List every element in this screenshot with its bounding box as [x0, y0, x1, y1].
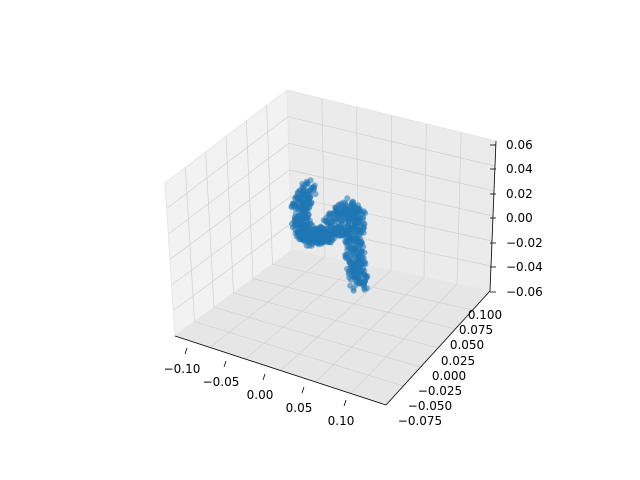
- z-tick-label: 0.04: [506, 162, 533, 176]
- scatter-point: [353, 248, 360, 255]
- scatter-point: [355, 219, 362, 226]
- scatter-point: [342, 200, 349, 207]
- x-tick-label: 0.00: [247, 388, 274, 402]
- scatter-point: [309, 222, 316, 229]
- x-tick-mark: [184, 347, 188, 355]
- y-tick-label: 0.025: [441, 354, 475, 368]
- scatter-point: [361, 281, 367, 287]
- scatter-point: [353, 206, 360, 212]
- z-tick-label: 0.00: [506, 211, 533, 225]
- scatter-point: [334, 216, 341, 222]
- x-tick-label: 0.05: [286, 401, 313, 415]
- scatter-point: [355, 213, 362, 220]
- x-tick-mark: [262, 373, 266, 381]
- scatter-point: [355, 273, 362, 280]
- axis-lines: [174, 140, 497, 406]
- y-tick-label: −0.050: [408, 399, 452, 413]
- scatter-point: [301, 206, 308, 213]
- z-tick-label: 0.02: [506, 187, 533, 201]
- scatter-point: [300, 220, 307, 227]
- scatter-point: [293, 220, 300, 227]
- x-tick-label: −0.05: [203, 375, 240, 389]
- scatter-point: [364, 273, 371, 280]
- scatter-point: [306, 188, 313, 194]
- scatter-point: [322, 233, 329, 240]
- scatter-point: [327, 219, 334, 226]
- x-tick-mark: [301, 386, 305, 394]
- scatter-point: [357, 262, 364, 268]
- y-tick-label: 0.050: [450, 338, 484, 352]
- scatter-point: [346, 258, 353, 265]
- scatter-point: [317, 225, 324, 231]
- y-tick-label: −0.075: [398, 414, 442, 428]
- z-tick-label: −0.06: [506, 285, 543, 299]
- scatter-point: [335, 232, 342, 239]
- scatter-point: [299, 231, 306, 238]
- x-tick-mark: [343, 399, 347, 407]
- scatter-point: [329, 210, 336, 217]
- scatter-point: [299, 215, 306, 222]
- scatter-point: [329, 235, 335, 242]
- scatter-point: [353, 266, 360, 272]
- z-axis-ticks: −0.06 −0.04 −0.02 0.00 0.02 0.04 0.06: [490, 138, 543, 299]
- scatter-point: [347, 282, 354, 289]
- scatter-point: [360, 214, 367, 221]
- scatter-point: [297, 197, 304, 204]
- scatter-point: [305, 231, 312, 238]
- x-tick-label: −0.10: [164, 362, 201, 376]
- scatter-point: [345, 271, 352, 278]
- scatter-point: [345, 209, 352, 216]
- scatter-point: [340, 226, 347, 233]
- x-tick-mark: [223, 360, 227, 368]
- scatter-point: [288, 203, 295, 210]
- scatter-point: [348, 215, 355, 222]
- scatter-point: [361, 286, 368, 293]
- y-tick-label: 0.000: [432, 369, 466, 383]
- scatter-point: [345, 241, 352, 248]
- scatter-point: [323, 238, 330, 245]
- y-tick-label: 0.075: [459, 323, 493, 337]
- scatter-point: [353, 226, 360, 233]
- scatter-point: [299, 236, 306, 243]
- z-tick-label: −0.02: [506, 236, 543, 250]
- y-tick-label: 0.100: [468, 308, 502, 322]
- scatter-point: [303, 178, 310, 185]
- x-tick-label: 0.10: [328, 414, 355, 428]
- z-tick-label: 0.06: [506, 138, 533, 152]
- scatter-point: [356, 252, 363, 259]
- scatter-point: [317, 235, 324, 242]
- scatter-point: [303, 197, 310, 204]
- scatter-point: [329, 229, 336, 236]
- scatter-point: [353, 281, 360, 288]
- scatter-point: [312, 191, 319, 197]
- x-axis-ticks: −0.10−0.05 0.00 0.05 0.10: [164, 347, 355, 428]
- scatter-point: [344, 195, 351, 202]
- z-tick-label: −0.04: [506, 260, 543, 274]
- y-tick-label: −0.025: [418, 384, 462, 398]
- scatter-point: [350, 287, 357, 294]
- scatter-points: [288, 177, 371, 294]
- scatter-point: [339, 209, 346, 216]
- scatter-point: [293, 233, 300, 240]
- scatter-point: [346, 246, 353, 253]
